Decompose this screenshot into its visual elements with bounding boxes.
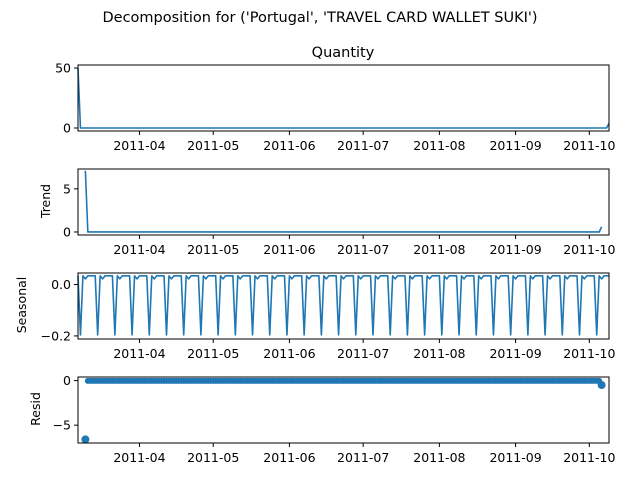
resid-xtick-label: 2011-07 (337, 450, 389, 465)
seasonal-xtick-label: 2011-04 (113, 346, 165, 361)
ylabel-seasonal: Seasonal (14, 277, 29, 334)
quantity-xtick-label: 2011-04 (113, 138, 165, 153)
trend-xtick-label: 2011-09 (489, 242, 541, 257)
ylabel-trend: Trend (38, 184, 53, 219)
resid-xtick-label: 2011-06 (263, 450, 315, 465)
trend-xtick-label: 2011-05 (187, 242, 239, 257)
seasonal-xtick-label: 2011-09 (489, 346, 541, 361)
resid-xtick-label: 2011-09 (489, 450, 541, 465)
quantity-series-line (77, 67, 610, 129)
figure-suptitle: Decomposition for ('Portugal', 'TRAVEL C… (102, 10, 537, 26)
seasonal-series-line (77, 275, 609, 336)
quantity-xtick-label: 2011-07 (337, 138, 389, 153)
resid-outlier-point (597, 381, 606, 390)
panel-resid: Resid −5 0 2011-04 2011-05 2011-06 2011-07 201… (28, 373, 615, 465)
trend-ytick-label: 5 (63, 181, 71, 196)
panel-title-quantity: Quantity (312, 45, 375, 61)
resid-xtick-label: 2011-10 (563, 450, 615, 465)
trend-xtick-label: 2011-04 (113, 242, 165, 257)
resid-ytick-label: −5 (53, 418, 71, 433)
trend-xtick-label: 2011-06 (263, 242, 315, 257)
seasonal-xtick-label: 2011-08 (413, 346, 465, 361)
resid-outlier-point (81, 435, 90, 444)
trend-ytick-label: 0 (63, 224, 71, 239)
ylabel-resid: Resid (28, 392, 43, 426)
quantity-xtick-label: 2011-06 (263, 138, 315, 153)
trend-series-line (84, 170, 603, 233)
resid-axes-frame (77, 376, 610, 444)
seasonal-xtick-label: 2011-10 (563, 346, 615, 361)
quantity-xtick-label: 2011-09 (489, 138, 541, 153)
seasonal-ytick-label: −0.2 (41, 328, 71, 343)
resid-xtick-label: 2011-04 (113, 450, 165, 465)
seasonal-xtick-label: 2011-07 (337, 346, 389, 361)
quantity-ytick-label: 0 (63, 121, 71, 136)
trend-axes-frame (77, 168, 610, 236)
resid-xtick-label: 2011-08 (413, 450, 465, 465)
trend-xtick-label: 2011-10 (563, 242, 615, 257)
panel-seasonal: Seasonal −0.2 0.0 2011-04 2011-05 2011-06 201… (14, 272, 615, 361)
panel-trend: Trend 0 5 2011-04 2011-05 2011-06 2011-07 2011… (38, 168, 615, 257)
seasonal-ytick-label: 0.0 (51, 277, 71, 292)
quantity-xtick-label: 2011-08 (413, 138, 465, 153)
quantity-xtick-label: 2011-05 (187, 138, 239, 153)
quantity-ytick-label: 50 (55, 61, 71, 76)
trend-xtick-label: 2011-08 (413, 242, 465, 257)
quantity-xtick-label: 2011-10 (563, 138, 615, 153)
seasonal-xtick-label: 2011-05 (187, 346, 239, 361)
resid-xtick-label: 2011-05 (187, 450, 239, 465)
resid-ytick-label: 0 (63, 373, 71, 388)
trend-xtick-label: 2011-07 (337, 242, 389, 257)
quantity-axes-frame (77, 64, 610, 132)
panel-quantity: Quantity 0 50 2011-04 2011-05 2011-06 2011-07… (55, 45, 615, 153)
seasonal-xtick-label: 2011-06 (263, 346, 315, 361)
seasonal-axes-frame (77, 272, 610, 340)
